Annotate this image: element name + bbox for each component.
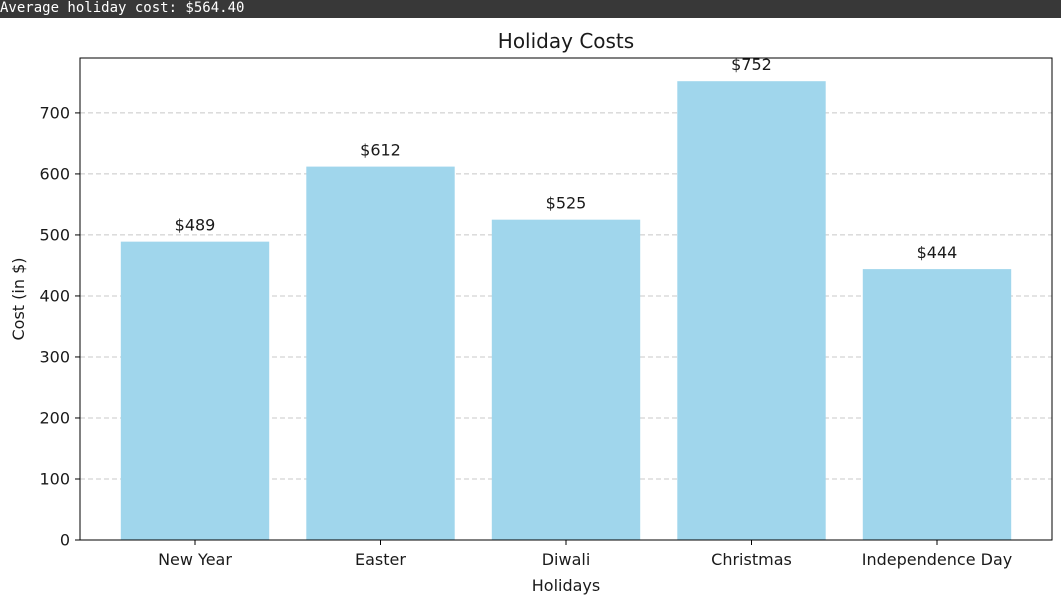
bar-easter: [306, 166, 455, 540]
bar-diwali: [491, 219, 641, 541]
console-output: Average holiday cost: $564.40: [0, 0, 1061, 18]
x-tick-label: Easter: [355, 550, 406, 569]
chart-title: Holiday Costs: [498, 29, 634, 53]
bar-value-label: $752: [731, 55, 772, 74]
y-tick-label: 200: [39, 408, 70, 427]
y-tick-label: 300: [39, 347, 70, 366]
x-axis-ticks: New Year Easter Diwali Christmas Independenc…: [158, 540, 1012, 569]
x-tick-label: New Year: [158, 550, 232, 569]
y-tick-label: 600: [39, 164, 70, 183]
y-axis-label: Cost (in $): [9, 258, 28, 341]
bar-new-year: [120, 241, 270, 540]
bar-independence-day: [862, 269, 1012, 540]
bar-value-label: $525: [546, 194, 587, 213]
bar-christmas: [677, 81, 826, 540]
x-tick-label: Diwali: [542, 550, 591, 569]
bars: [120, 81, 1012, 541]
y-tick-label: 700: [39, 103, 70, 122]
y-tick-label: 500: [39, 225, 70, 244]
y-tick-label: 0: [60, 531, 70, 550]
y-tick-label: 100: [39, 469, 70, 488]
bar-value-label: $444: [917, 243, 958, 262]
x-tick-label: Independence Day: [862, 550, 1012, 569]
bar-value-label: $612: [360, 141, 401, 160]
x-tick-label: Christmas: [711, 550, 792, 569]
y-tick-label: 400: [39, 286, 70, 305]
bar-value-label: $489: [175, 216, 216, 235]
bar-value-labels: $489 $612 $525 $752 $444: [175, 55, 958, 262]
y-axis-ticks: 0 100 200 300 400 500 600 700: [39, 103, 80, 550]
x-axis-label: Holidays: [532, 576, 600, 595]
